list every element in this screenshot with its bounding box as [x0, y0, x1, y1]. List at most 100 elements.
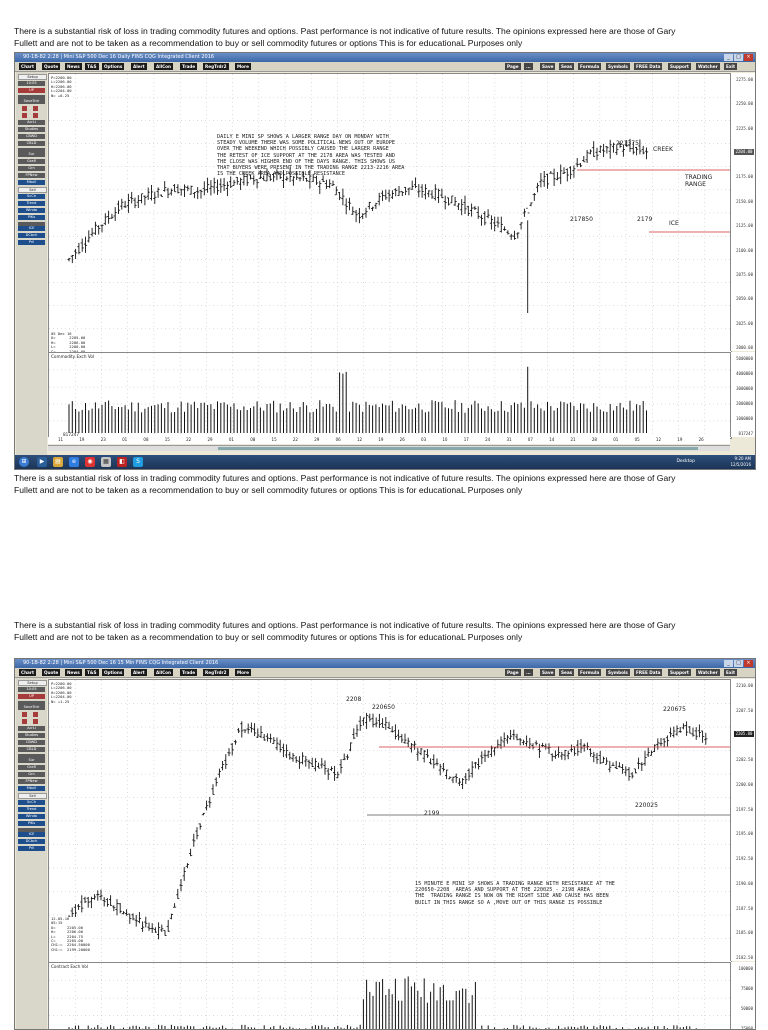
sidebar-color-swatch[interactable]: [22, 712, 27, 717]
toolbar-alert[interactable]: Alert: [131, 63, 147, 70]
sidebar-color-swatch[interactable]: [33, 712, 38, 717]
sidebar-color-swatch[interactable]: [22, 719, 27, 724]
sidebar-item-setup[interactable]: Setup: [18, 680, 47, 686]
sidebar-item-grn[interactable]: Grn: [18, 772, 45, 777]
horizontal-scrollbar[interactable]: [48, 445, 730, 451]
toolbar-chart[interactable]: Chart: [19, 669, 36, 676]
sidebar-item-cbld[interactable]: CBLD: [18, 141, 45, 146]
toolbar-chart[interactable]: Chart: [19, 63, 36, 70]
toolbar-trade[interactable]: Trade: [180, 63, 198, 70]
sidebar-item-blank[interactable]: [18, 95, 45, 100]
toolbar-right-seas[interactable]: Seas: [559, 669, 575, 676]
toolbar-right-support[interactable]: Support: [668, 669, 691, 676]
sidebar-item-scch[interactable]: ScCh: [18, 800, 45, 805]
sidebar-item-piks[interactable]: PiKs: [18, 215, 45, 220]
sidebar-item-fpnew[interactable]: FPNew: [18, 779, 45, 784]
sidebar-item-cbwd[interactable]: CBWD: [18, 740, 45, 745]
sidebar-item-pril[interactable]: Pril: [18, 846, 45, 851]
toolbar-news[interactable]: News: [65, 669, 82, 676]
toolbar-options[interactable]: Options: [102, 63, 125, 70]
sidebar-item-dcbch[interactable]: DCbch: [18, 839, 45, 844]
sidebar-item-cbld[interactable]: CBLD: [18, 747, 45, 752]
sidebar-color-swatch[interactable]: [33, 106, 38, 111]
sidebar-item-10-05[interactable]: 10:05: [18, 81, 45, 86]
toolbar-quote[interactable]: Quote: [42, 669, 61, 676]
sidebar-item-scch[interactable]: ScCh: [18, 194, 45, 199]
sidebar-item-mbull[interactable]: Mbull: [18, 786, 45, 791]
chrome-icon[interactable]: ◉: [85, 457, 95, 467]
minimize-button[interactable]: _: [724, 660, 733, 667]
toolbar-alert[interactable]: Alert: [131, 669, 147, 676]
scrollbar-thumb[interactable]: [218, 447, 698, 450]
sidebar-item-blank[interactable]: [18, 701, 45, 706]
sidebar-item-ice[interactable]: ICE: [18, 226, 45, 231]
sidebar-item-acrli[interactable]: AcrLi: [18, 726, 45, 731]
toolbar-right-formula[interactable]: Formula: [578, 63, 602, 70]
start-button[interactable]: ⊞: [19, 457, 29, 467]
sidebar-item-mbull[interactable]: Mbull: [18, 180, 45, 185]
toolbar-right-watcher[interactable]: Watcher: [696, 63, 720, 70]
toolbar-options[interactable]: Options: [102, 669, 125, 676]
toolbar-right-symbols[interactable]: Symbols: [606, 63, 630, 70]
toolbar-right-symbols[interactable]: Symbols: [606, 669, 630, 676]
sidebar-item-sell[interactable]: Sell: [18, 793, 47, 799]
toolbar-right-blank[interactable]: ...: [524, 669, 533, 676]
sidebar-item-savetrdr[interactable]: SaveTrdr: [18, 705, 45, 710]
toolbar-t-s[interactable]: T&S: [85, 669, 99, 676]
sidebar-item-pril[interactable]: Pril: [18, 240, 45, 245]
sidebar-item-up[interactable]: UP: [18, 88, 45, 93]
close-button[interactable]: ×: [744, 54, 753, 61]
sidebar-item-cbwd[interactable]: CBWD: [18, 134, 45, 139]
toolbar-right-page[interactable]: Page: [505, 669, 521, 676]
toolbar-right-watcher[interactable]: Watcher: [696, 669, 720, 676]
sidebar-color-swatch[interactable]: [22, 106, 27, 111]
close-button[interactable]: ×: [744, 660, 753, 667]
sidebar-item-sur[interactable]: Sur: [18, 758, 45, 763]
sidebar-item-studies[interactable]: Studies: [18, 127, 45, 132]
ie-icon[interactable]: e: [69, 457, 79, 467]
sidebar-item-savetrdr[interactable]: SaveTrdr: [18, 99, 45, 104]
sidebar-item-up[interactable]: UP: [18, 694, 45, 699]
toolbar-news[interactable]: News: [65, 63, 82, 70]
sidebar-item-acrli[interactable]: AcrLi: [18, 120, 45, 125]
sidebar-item-blank[interactable]: [18, 754, 45, 759]
sidebar-color-swatch[interactable]: [22, 113, 27, 118]
sidebar-item-piks[interactable]: PiKs: [18, 821, 45, 826]
toolbar-regtrdr2[interactable]: RegTrdr2: [203, 63, 229, 70]
toolbar-regtrdr2[interactable]: RegTrdr2: [203, 669, 229, 676]
sidebar-item-grafl[interactable]: Grafl: [18, 159, 45, 164]
app-icon[interactable]: ▦: [101, 457, 111, 467]
toolbar-quote[interactable]: Quote: [42, 63, 61, 70]
sidebar-item-blank[interactable]: [18, 828, 45, 833]
pdf-icon[interactable]: ◧: [117, 457, 127, 467]
toolbar-more[interactable]: More: [235, 669, 251, 676]
sidebar-item-windo[interactable]: Windo: [18, 814, 45, 819]
toolbar-right-free-data[interactable]: FREE Data: [634, 669, 663, 676]
media-icon[interactable]: ▶: [37, 457, 47, 467]
toolbar-right-save[interactable]: Save: [540, 669, 556, 676]
sidebar-item-grn[interactable]: Grn: [18, 166, 45, 171]
maximize-button[interactable]: □: [734, 660, 743, 667]
toolbar-right-support[interactable]: Support: [668, 63, 691, 70]
toolbar-right-exit[interactable]: Exit: [724, 669, 737, 676]
minimize-button[interactable]: _: [724, 54, 733, 61]
sidebar-item-fpnew[interactable]: FPNew: [18, 173, 45, 178]
sidebar-item-blank[interactable]: [18, 148, 45, 153]
toolbar-right-formula[interactable]: Formula: [578, 669, 602, 676]
toolbar-trade[interactable]: Trade: [180, 669, 198, 676]
sidebar-item-ice[interactable]: ICE: [18, 832, 45, 837]
sidebar-item-setup[interactable]: Setup: [18, 74, 47, 80]
sidebar-item-blank[interactable]: [18, 222, 45, 227]
folder-icon[interactable]: ▤: [53, 457, 63, 467]
toolbar-allcon[interactable]: AllCon: [154, 63, 174, 70]
sidebar-color-swatch[interactable]: [33, 113, 38, 118]
sidebar-color-swatch[interactable]: [33, 719, 38, 724]
toolbar-right-page[interactable]: Page: [505, 63, 521, 70]
toolbar-t-s[interactable]: T&S: [85, 63, 99, 70]
sidebar-item-10-05[interactable]: 10:05: [18, 687, 45, 692]
maximize-button[interactable]: □: [734, 54, 743, 61]
sidebar-item-sur[interactable]: Sur: [18, 152, 45, 157]
toolbar-right-blank[interactable]: ...: [524, 63, 533, 70]
toolbar-more[interactable]: More: [235, 63, 251, 70]
toolbar-right-exit[interactable]: Exit: [724, 63, 737, 70]
